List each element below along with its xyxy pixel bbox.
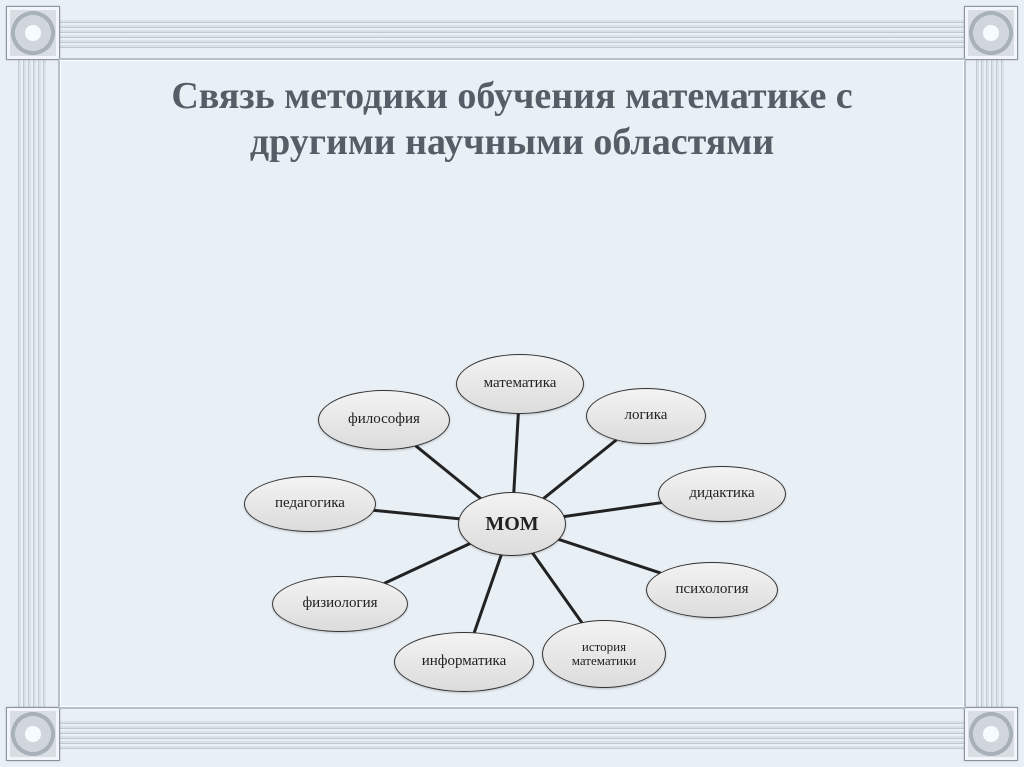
node-label: логика [621,408,672,424]
node-didactics: дидактика [658,466,786,522]
frame-corner-icon [6,707,60,761]
node-label: физиология [298,596,381,612]
diagram-edge [559,540,660,573]
title-line-1: Связь методики обучения математике с [171,75,852,117]
diagram-edge [416,446,480,498]
center-node: МОМ [458,492,566,556]
node-label: МОМ [481,514,542,535]
diagram-edge [564,503,661,517]
node-label: история математики [568,640,641,667]
diagram-edge [544,440,616,498]
node-history: история математики [542,620,666,688]
slide-content: Связь методики обучения математике с дру… [64,64,960,703]
frame-corner-icon [964,707,1018,761]
node-philosophy: философия [318,390,450,450]
node-mathematics: математика [456,354,584,414]
frame-edge [18,18,48,749]
node-pedagogy: педагогика [244,476,376,532]
node-label: педагогика [271,496,349,512]
page-title: Связь методики обучения математике с дру… [64,64,960,165]
frame-corner-icon [6,6,60,60]
diagram-edge [374,510,458,518]
node-label: философия [344,412,424,428]
frame-corner-icon [964,6,1018,60]
slide-frame: Связь методики обучения математике с дру… [0,0,1024,767]
frame-edge [18,18,1006,48]
frame-edge [976,18,1006,749]
node-label: информатика [418,654,511,670]
diagram-edge [385,544,469,583]
node-physiology: физиология [272,576,408,632]
relations-diagram: математика логика дидактика психология истор… [192,344,832,744]
title-line-2: другими научными областями [250,121,774,163]
node-logic: логика [586,388,706,444]
diagram-edge [474,555,501,632]
node-psychology: психология [646,562,778,618]
diagram-edge [514,414,518,492]
node-label: психология [671,582,752,598]
node-label: дидактика [685,486,758,502]
node-label: математика [480,376,561,392]
node-informatics: информатика [394,632,534,692]
diagram-edge [533,554,582,623]
